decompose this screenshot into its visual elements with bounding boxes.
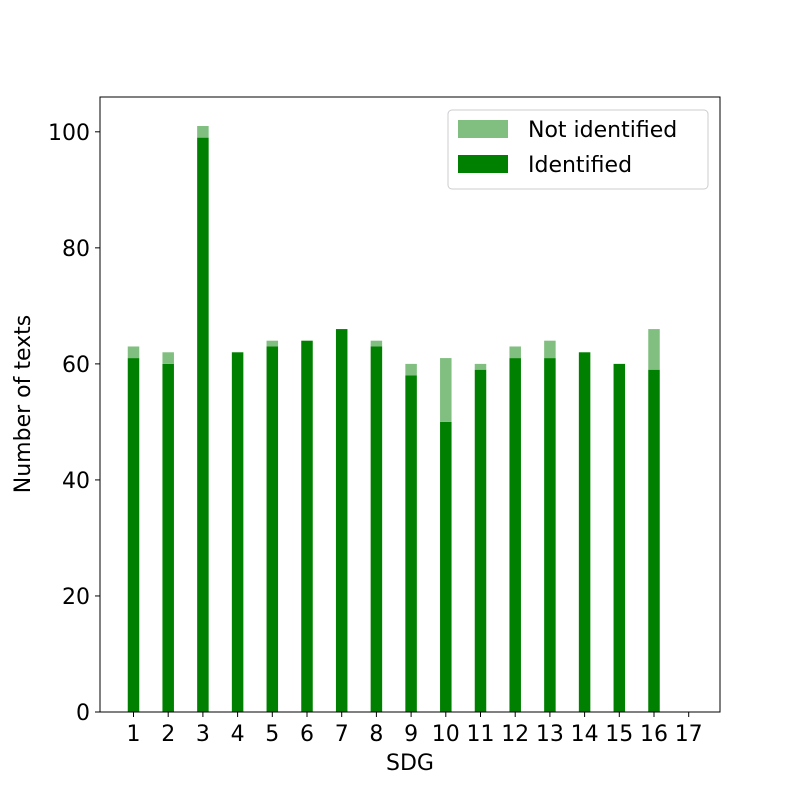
y-axis-label: Number of texts	[11, 315, 36, 493]
y-tick-label-80: 80	[62, 237, 90, 262]
legend-swatch-identified	[458, 155, 508, 173]
x-tick-label-16: 16	[640, 722, 668, 747]
bar-identified-sdg-2	[162, 363, 174, 712]
bar-identified-sdg-7	[335, 329, 348, 712]
bar-identified-sdg-9	[405, 375, 417, 712]
bar-not-identified-sdg-13	[544, 340, 556, 359]
x-tick-label-3: 3	[196, 722, 210, 747]
bar-not-identified-sdg-11	[474, 363, 487, 370]
bar-identified-sdg-13	[544, 358, 556, 712]
bar-identified-sdg-4	[231, 352, 244, 712]
y-axis: 0 20 40 60 80 100	[48, 121, 100, 726]
y-tick-label-100: 100	[48, 121, 90, 146]
plot-frame	[99, 96, 721, 713]
x-tick-label-15: 15	[605, 722, 633, 747]
bar-identified-sdg-14	[578, 352, 591, 712]
legend-box	[447, 109, 709, 190]
bar-not-identified-sdg-16	[648, 329, 660, 370]
x-tick-label-1: 1	[127, 722, 141, 747]
x-tick-label-8: 8	[369, 722, 383, 747]
bar-not-identified-sdg-8	[370, 340, 383, 347]
x-tick-label-14: 14	[571, 722, 599, 747]
bar-not-identified-sdg-3	[197, 126, 209, 138]
bar-not-identified-sdg-12	[509, 346, 521, 359]
x-tick-label-6: 6	[300, 722, 314, 747]
x-axis: 1 2 3 4 5 6 7 8 9 10 11 12 13 14 15 16 17	[127, 712, 703, 747]
y-tick-label-40: 40	[62, 469, 90, 494]
bar-identified-sdg-16	[648, 369, 660, 712]
bar-identified-sdg-3	[197, 137, 209, 712]
x-tick-label-2: 2	[161, 722, 175, 747]
bars-layer	[127, 126, 660, 712]
x-tick-label-17: 17	[675, 722, 703, 747]
bar-not-identified-sdg-5	[266, 340, 279, 347]
x-tick-label-12: 12	[501, 722, 529, 747]
bar-identified-sdg-8	[370, 346, 383, 712]
bar-not-identified-sdg-10	[440, 358, 452, 422]
y-tick-label-0: 0	[76, 701, 90, 726]
x-tick-label-4: 4	[231, 722, 245, 747]
x-tick-label-11: 11	[467, 722, 495, 747]
legend-label-not-identified: Not identified	[528, 118, 677, 143]
bar-identified-sdg-5	[266, 346, 279, 712]
legend: Not identified Identified	[447, 109, 709, 190]
x-tick-label-7: 7	[335, 722, 349, 747]
legend-label-identified: Identified	[528, 153, 632, 178]
x-tick-label-9: 9	[404, 722, 418, 747]
bar-not-identified-sdg-2	[162, 352, 174, 364]
bar-identified-sdg-1	[127, 358, 140, 712]
x-axis-label: SDG	[386, 751, 434, 776]
bar-identified-sdg-15	[613, 363, 626, 712]
y-tick-label-20: 20	[62, 585, 90, 610]
y-tick-label-60: 60	[62, 353, 90, 378]
x-tick-label-5: 5	[265, 722, 279, 747]
legend-swatch-not-identified	[458, 120, 508, 138]
bar-not-identified-sdg-9	[405, 363, 417, 376]
bar-not-identified-sdg-1	[127, 346, 140, 359]
x-tick-label-10: 10	[432, 722, 460, 747]
bar-identified-sdg-11	[474, 369, 487, 712]
bar-identified-sdg-6	[301, 340, 313, 712]
x-tick-label-13: 13	[536, 722, 564, 747]
bar-identified-sdg-10	[440, 421, 452, 712]
bar-identified-sdg-12	[509, 358, 521, 712]
